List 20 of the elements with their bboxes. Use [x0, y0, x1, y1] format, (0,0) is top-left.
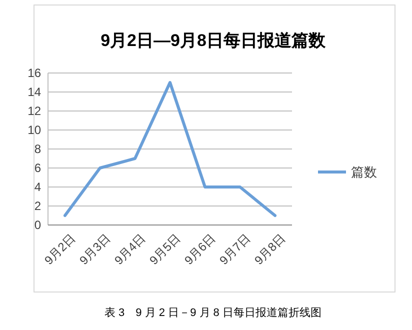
- x-tick-label: 9月5日: [146, 231, 184, 268]
- y-tick-label: 14: [28, 85, 42, 100]
- x-tick-label: 9月4日: [112, 231, 148, 268]
- x-tick-label: 9月7日: [216, 231, 254, 268]
- y-tick-label: 2: [34, 199, 42, 214]
- x-tick-label: 9月3日: [76, 231, 114, 268]
- legend-label: 篇数: [351, 164, 377, 180]
- x-tick-label: 9月6日: [182, 231, 218, 268]
- y-tick-label: 12: [28, 104, 42, 118]
- x-tick-label: 9月2日: [42, 231, 78, 268]
- y-tick-label: 8: [34, 142, 42, 156]
- y-tick-label: 6: [34, 161, 42, 176]
- y-tick-label: 10: [28, 123, 42, 138]
- text: 表 3 9 月 2 日－9 月 8 日每日报道篇折线图: [104, 306, 322, 319]
- line-series: [64, 81, 276, 217]
- y-tick-label: 16: [28, 66, 42, 80]
- y-tick-label: 0: [34, 218, 42, 232]
- x-tick-label: 9月8日: [252, 231, 288, 268]
- y-tick-label: 4: [34, 180, 42, 194]
- chart-title: 9月2日—9月8日每日报道篇数: [100, 31, 326, 50]
